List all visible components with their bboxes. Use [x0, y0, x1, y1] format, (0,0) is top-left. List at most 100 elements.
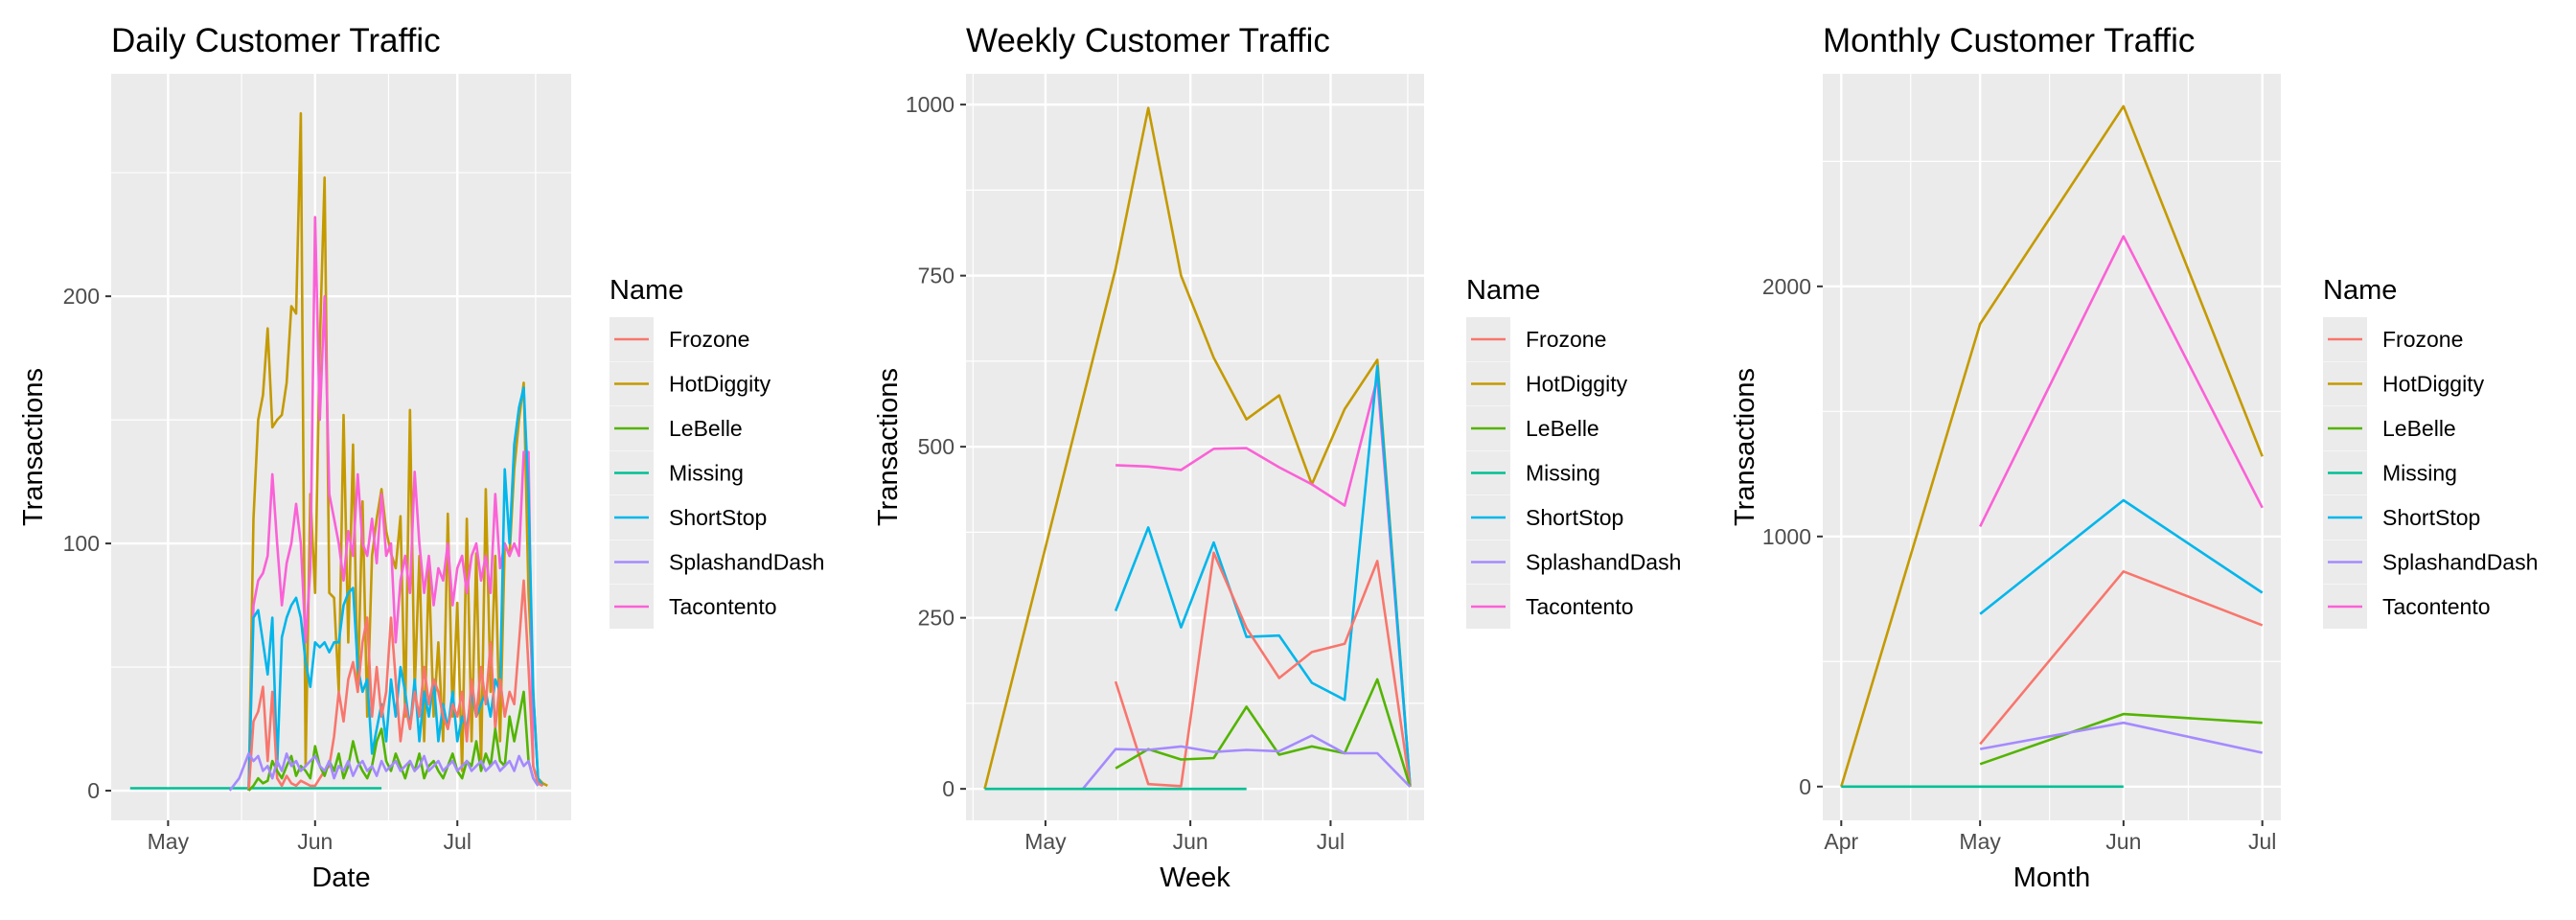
y-tick-label: 200 [63, 284, 100, 309]
y-tick-label: 2000 [1762, 274, 1811, 299]
legend-title: Name [610, 275, 683, 306]
chart-panel-1: 0 100 200 May Jun Jul Daily Customer Traffic Da… [18, 22, 824, 893]
legend-item-missing: Missing [610, 450, 744, 495]
legend-label: LeBelle [2382, 416, 2456, 441]
legend-item-shortstop: ShortStop [610, 495, 767, 540]
x-tick-label: May [1959, 829, 2001, 854]
legend-label: ShortStop [669, 505, 767, 530]
legend-label: SplashandDash [669, 550, 824, 575]
charts-container: 0 100 200 May Jun Jul Daily Customer Traffic Da… [18, 22, 2538, 893]
legend-item-frozone: Frozone [1466, 317, 1606, 361]
chart-title: Monthly Customer Traffic [1823, 22, 2195, 59]
legend-label: Frozone [1526, 327, 1606, 352]
legend-label: LeBelle [1526, 416, 1599, 441]
legend-label: HotDiggity [669, 372, 771, 397]
legend: Name Frozone HotDiggity LeBelle Missing Short… [1466, 275, 1681, 629]
x-tick-label: Jul [2248, 829, 2276, 854]
legend-item-missing: Missing [1466, 450, 1600, 495]
legend-item-tacontento: Tacontento [2323, 585, 2491, 629]
legend-label: Frozone [669, 327, 749, 352]
legend-label: LeBelle [669, 416, 743, 441]
x-axis-title: Month [2013, 862, 2091, 893]
x-tick-label: Jul [1317, 829, 1345, 854]
chart-title: Daily Customer Traffic [111, 22, 441, 59]
series-line-splashanddash [1979, 721, 2263, 754]
series-line-frozone [1114, 551, 1412, 788]
chart-title: Weekly Customer Traffic [966, 22, 1330, 59]
series-line-frozone [247, 579, 543, 792]
x-tick-label: Jun [297, 829, 333, 854]
y-tick-label: 250 [918, 606, 954, 631]
legend-item-splashanddash: SplashandDash [1466, 540, 1681, 585]
series-line-splashanddash [228, 752, 540, 792]
legend-label: Missing [2382, 461, 2457, 486]
legend-label: HotDiggity [1526, 372, 1628, 397]
legend-item-hotdiggity: HotDiggity [1466, 361, 1628, 406]
series-line-hotdiggity [1840, 104, 2264, 788]
legend-label: Tacontento [2382, 594, 2491, 619]
legend-item-lebelle: LeBelle [610, 406, 743, 450]
legend-item-hotdiggity: HotDiggity [610, 361, 771, 406]
legend-item-hotdiggity: HotDiggity [2323, 361, 2485, 406]
legend-label: SplashandDash [1526, 550, 1681, 575]
legend-label: Tacontento [1526, 594, 1634, 619]
x-tick-label: Jun [1173, 829, 1208, 854]
legend-item-splashanddash: SplashandDash [610, 540, 824, 585]
legend: Name Frozone HotDiggity LeBelle Missing Short… [2323, 275, 2538, 629]
legend-item-frozone: Frozone [610, 317, 749, 361]
legend-label: Missing [669, 461, 744, 486]
legend-item-lebelle: LeBelle [1466, 406, 1599, 450]
legend-item-splashanddash: SplashandDash [2323, 540, 2538, 585]
series-line-tacontento [1979, 235, 2264, 527]
y-tick-label: 750 [918, 264, 954, 288]
series-line-tacontento [247, 216, 543, 792]
legend-item-shortstop: ShortStop [1466, 495, 1623, 540]
y-axis-title: Transactions [18, 368, 49, 526]
x-tick-label: Jun [2105, 829, 2141, 854]
legend-label: ShortStop [2382, 505, 2480, 530]
y-tick-label: 0 [1799, 774, 1811, 799]
series-line-hotdiggity [983, 106, 1412, 790]
legend-item-shortstop: ShortStop [2323, 495, 2480, 540]
legend-item-missing: Missing [2323, 450, 2457, 495]
legend-title: Name [2323, 275, 2397, 306]
y-tick-label: 1000 [906, 92, 954, 117]
y-axis-title: Transactions [873, 368, 904, 526]
series-line-splashanddash [1081, 734, 1412, 791]
legend-item-frozone: Frozone [2323, 317, 2463, 361]
y-tick-label: 1000 [1762, 524, 1811, 549]
legend-item-tacontento: Tacontento [1466, 585, 1634, 629]
y-tick-label: 100 [63, 531, 100, 556]
x-tick-label: Jul [444, 829, 472, 854]
series-line-frozone [1979, 570, 2264, 746]
legend-label: Missing [1526, 461, 1600, 486]
legend: Name Frozone HotDiggity LeBelle Missing Short… [610, 275, 824, 629]
y-tick-label: 0 [942, 776, 954, 801]
legend-item-lebelle: LeBelle [2323, 406, 2456, 450]
y-axis-title: Transactions [1730, 368, 1760, 526]
series-line-hotdiggity [247, 112, 548, 792]
x-tick-label: Apr [1824, 829, 1858, 854]
plot-background [1823, 74, 2281, 820]
legend-label: Frozone [2382, 327, 2463, 352]
y-tick-label: 500 [918, 434, 954, 459]
x-tick-label: May [148, 829, 190, 854]
legend-label: ShortStop [1526, 505, 1623, 530]
legend-label: Tacontento [669, 594, 777, 619]
legend-title: Name [1466, 275, 1540, 306]
series-line-lebelle [1115, 678, 1412, 788]
legend-label: SplashandDash [2382, 550, 2538, 575]
series-line-shortstop [1979, 498, 2264, 615]
series-line-shortstop [1114, 364, 1412, 786]
x-tick-label: May [1024, 829, 1067, 854]
y-tick-label: 0 [87, 778, 100, 803]
chart-panel-3: 0 1000 2000 Apr May Jun Jul Monthly Customer Tr… [1730, 22, 2538, 893]
legend-item-tacontento: Tacontento [610, 585, 777, 629]
series-line-tacontento [1116, 377, 1412, 786]
x-axis-title: Date [311, 862, 370, 893]
series-line-lebelle [1979, 712, 2263, 766]
x-axis-title: Week [1160, 862, 1230, 893]
chart-panel-2: 0 250 500 750 1000 May Jun Jul Weekly Customer T… [873, 22, 1681, 893]
legend-label: HotDiggity [2382, 372, 2485, 397]
